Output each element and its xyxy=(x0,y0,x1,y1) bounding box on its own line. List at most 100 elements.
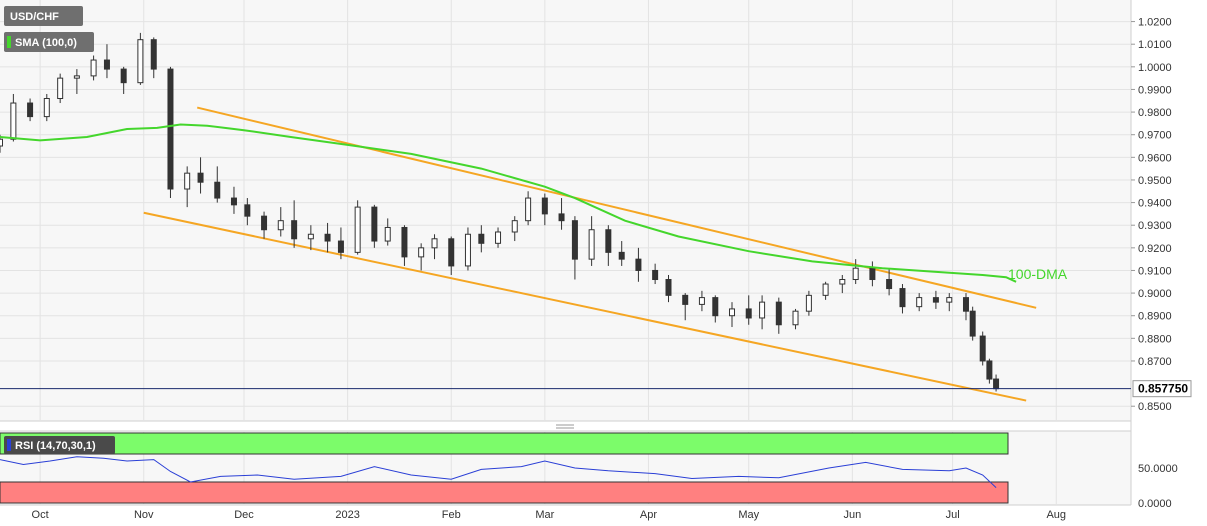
candle xyxy=(805,290,812,316)
candle xyxy=(73,69,80,94)
candle-body-down xyxy=(635,258,642,271)
x-tick-label: Oct xyxy=(32,509,49,521)
y-tick-label: 0.9800 xyxy=(1138,107,1172,119)
candle-body-up xyxy=(384,226,391,242)
candle-body-down xyxy=(775,301,782,326)
candle xyxy=(103,44,110,79)
current-price-label: 0.857750 xyxy=(1138,382,1188,396)
candle xyxy=(886,268,893,296)
candle xyxy=(43,93,50,122)
candle-body-up xyxy=(946,297,953,303)
candle xyxy=(852,259,859,285)
candle-body-down xyxy=(478,233,485,244)
candle-body-up xyxy=(137,39,144,84)
indicator-label: SMA (100,0) xyxy=(15,37,77,49)
candle-body-down xyxy=(571,220,578,260)
main-plot-background xyxy=(0,0,1131,421)
candle xyxy=(120,66,127,94)
candle xyxy=(635,247,642,282)
panel-resize-handle[interactable] xyxy=(556,424,574,429)
candle xyxy=(90,55,97,81)
candle xyxy=(916,293,923,312)
y-tick-label: 0.8900 xyxy=(1138,311,1172,323)
candle-body-up xyxy=(588,229,595,260)
candle xyxy=(899,284,906,314)
rsi-label: RSI (14,70,30,1) xyxy=(15,440,96,452)
candle-body-up xyxy=(511,220,518,233)
candle-body-down xyxy=(337,240,344,253)
candle-body-down xyxy=(401,226,408,258)
candle xyxy=(137,32,144,85)
y-tick-label: 0.9500 xyxy=(1138,175,1172,187)
candle-body-down xyxy=(665,279,672,296)
x-tick-label: Nov xyxy=(134,509,154,521)
x-tick-label: Mar xyxy=(535,509,554,521)
candle xyxy=(986,358,993,384)
candle xyxy=(682,293,689,321)
candle-body-down xyxy=(291,220,298,240)
candle-body-down xyxy=(652,269,659,281)
ma-label: 100-DMA xyxy=(1008,266,1068,282)
time-axis: Oct Nov Dec 2023 Feb Mar Apr May Jun Jul Aug xyxy=(32,509,1066,521)
rsi-axis: 50.0000 0.0000 xyxy=(1138,463,1178,510)
y-tick-label: 0.8700 xyxy=(1138,356,1172,368)
candle xyxy=(0,134,3,153)
candle xyxy=(244,198,251,226)
current-price-badge: 0.857750 xyxy=(1132,380,1192,398)
candle xyxy=(745,295,752,325)
candle-body-up xyxy=(73,75,80,79)
candle xyxy=(418,243,425,271)
candle xyxy=(448,236,455,275)
indicator-tag-box xyxy=(4,32,94,52)
candle xyxy=(775,297,782,334)
candle-body-up xyxy=(57,77,64,100)
y-tick-label: 0.9200 xyxy=(1138,243,1172,255)
candle-body-down xyxy=(197,172,204,183)
candle-body-up xyxy=(90,59,97,77)
candle-body-up xyxy=(792,310,799,326)
candle xyxy=(214,166,221,203)
candle xyxy=(27,98,34,122)
x-tick-label: Aug xyxy=(1046,509,1066,521)
y-tick-label: 0.8800 xyxy=(1138,333,1172,345)
candle xyxy=(495,227,502,248)
candle xyxy=(464,227,471,271)
candle-body-up xyxy=(852,267,859,281)
candle-body-up xyxy=(822,283,829,296)
candle xyxy=(712,295,719,323)
rsi-tag: RSI (14,70,30,1) xyxy=(4,436,115,454)
candle xyxy=(962,293,969,321)
candle-body-down xyxy=(261,215,268,231)
y-tick-label: 0.9700 xyxy=(1138,130,1172,142)
candle-body-down xyxy=(869,267,876,281)
y-tick-label: 0.9600 xyxy=(1138,152,1172,164)
candle xyxy=(618,241,625,266)
candle-body-up xyxy=(184,172,191,190)
candle xyxy=(478,225,485,253)
rsi-color-swatch xyxy=(7,439,11,451)
candle-body-up xyxy=(354,206,361,253)
candle-body-down xyxy=(932,297,939,303)
candle-body-up xyxy=(307,233,314,240)
candle xyxy=(792,308,799,330)
candle xyxy=(571,216,578,280)
candle-body-up xyxy=(418,247,425,258)
candle-body-up xyxy=(805,294,812,312)
candle-body-up xyxy=(43,98,50,118)
candle xyxy=(822,281,829,300)
x-tick-label: Jul xyxy=(946,509,960,521)
price-axis: 1.0200 1.0100 1.0000 0.9900 0.9800 0.9700 0.96… xyxy=(1131,17,1172,413)
candle-body-down xyxy=(682,294,689,305)
x-tick-label: Feb xyxy=(442,509,461,521)
y-tick-label: 0.9400 xyxy=(1138,198,1172,210)
y-tick-label: 0.9000 xyxy=(1138,288,1172,300)
candle-body-up xyxy=(839,279,846,285)
candle-body-up xyxy=(431,238,438,249)
upper-trendline xyxy=(196,106,1037,309)
rsi-oversold-zone xyxy=(0,481,1009,504)
indicator-tag: SMA (100,0) xyxy=(4,32,94,52)
candle-body-up xyxy=(916,297,923,308)
rsi-line xyxy=(0,456,997,488)
candle-body-down xyxy=(244,204,251,217)
